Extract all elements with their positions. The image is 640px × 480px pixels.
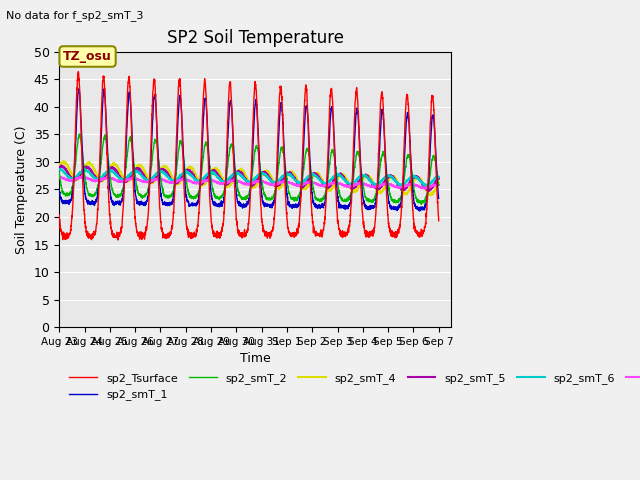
- Title: SP2 Soil Temperature: SP2 Soil Temperature: [167, 29, 344, 48]
- Text: No data for f_sp2_smT_3: No data for f_sp2_smT_3: [6, 10, 144, 21]
- Legend: sp2_Tsurface, sp2_smT_1, sp2_smT_2, sp2_smT_4, sp2_smT_5, sp2_smT_6, sp2_smT_7: sp2_Tsurface, sp2_smT_1, sp2_smT_2, sp2_…: [65, 369, 640, 405]
- Y-axis label: Soil Temperature (C): Soil Temperature (C): [15, 125, 28, 254]
- X-axis label: Time: Time: [240, 352, 271, 365]
- Text: TZ_osu: TZ_osu: [63, 50, 112, 63]
